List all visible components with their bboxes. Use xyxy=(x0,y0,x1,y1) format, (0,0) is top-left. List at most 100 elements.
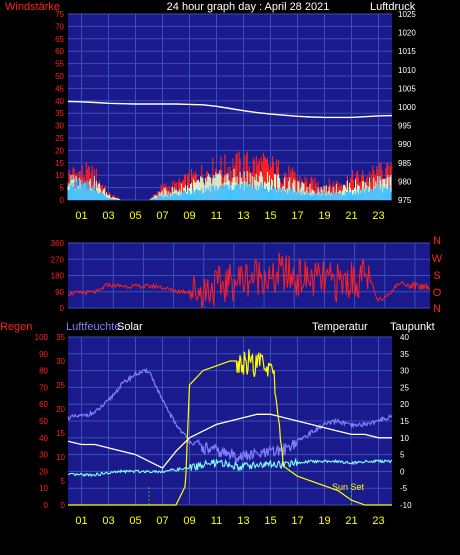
p3-xtick-21: 21 xyxy=(345,515,357,527)
p2-compass-4: N xyxy=(433,303,441,315)
p3-temp-tick-30: 30 xyxy=(400,367,409,376)
p3-rain-tick-30: 30 xyxy=(39,451,48,460)
p2-compass-2: S xyxy=(433,270,440,282)
p1-xtick-17: 17 xyxy=(291,210,303,222)
p1-xtick-21: 21 xyxy=(345,210,357,222)
p3-temp-tick--5: -5 xyxy=(400,484,408,493)
p1-ytick-right-1000: 1000 xyxy=(398,103,416,112)
p3-xtick-11: 11 xyxy=(211,515,222,527)
p1-ytick-right-995: 995 xyxy=(398,122,412,131)
p1-xtick-05: 05 xyxy=(129,210,141,222)
temp-humidity-solar-chart: 010203040506070809010005101520253035-10-… xyxy=(35,333,412,527)
p1-ytick-right-1010: 1010 xyxy=(398,66,416,75)
p2-ytick-270: 270 xyxy=(51,255,65,264)
p1-ytick-left-40: 40 xyxy=(55,97,64,106)
p1-ytick-left-75: 75 xyxy=(55,10,64,19)
p1-ytick-right-975: 975 xyxy=(398,196,412,205)
p1-xtick-09: 09 xyxy=(183,210,195,222)
p3-temperature-line xyxy=(67,413,392,469)
luftdruck-label: Luftdruck xyxy=(370,1,416,13)
p3-hum-tick-25: 25 xyxy=(56,381,65,390)
p1-ytick-left-5: 5 xyxy=(60,184,65,193)
p3-xtick-09: 09 xyxy=(183,515,195,527)
p3-rain-tick-100: 100 xyxy=(35,333,49,342)
p2-ytick-180: 180 xyxy=(51,272,65,281)
p1-ytick-left-60: 60 xyxy=(55,47,64,56)
p3-rain-tick-40: 40 xyxy=(39,434,48,443)
p3-hum-tick-30: 30 xyxy=(56,357,65,366)
p1-ytick-left-45: 45 xyxy=(55,84,64,93)
p3-temp-tick-35: 35 xyxy=(400,350,409,359)
graph-title: 24 hour graph day : April 28 2021 xyxy=(167,1,330,13)
p2-direction-line xyxy=(67,252,431,309)
p2-ytick-90: 90 xyxy=(55,288,64,297)
p1-ytick-right-1015: 1015 xyxy=(398,47,416,56)
p3-rain-tick-90: 90 xyxy=(39,350,48,359)
p3-temp-tick--10: -10 xyxy=(400,501,412,510)
p3-temp-tick-25: 25 xyxy=(400,383,409,392)
p2-compass-1: W xyxy=(432,253,443,265)
taupunkt-label: Taupunkt xyxy=(390,321,435,333)
p3-rain-tick-60: 60 xyxy=(39,400,48,409)
p1-ytick-left-10: 10 xyxy=(55,171,64,180)
p3-temp-tick-15: 15 xyxy=(400,417,409,426)
p1-ytick-right-1025: 1025 xyxy=(398,10,416,19)
temperatur-label: Temperatur xyxy=(312,321,368,333)
windstaerke-label: Windstärke xyxy=(5,1,60,13)
p3-rain-tick-0: 0 xyxy=(44,501,49,510)
p1-pressure-line xyxy=(67,100,393,119)
p1-ytick-right-985: 985 xyxy=(398,159,412,168)
p3-rain-tick-80: 80 xyxy=(39,367,48,376)
p1-xtick-11: 11 xyxy=(211,210,222,222)
solar-label: Solar xyxy=(117,321,143,333)
p3-rain-tick-70: 70 xyxy=(39,383,48,392)
p1-xtick-13: 13 xyxy=(237,210,249,222)
p2-ytick-360: 360 xyxy=(51,239,65,248)
p3-hum-tick-5: 5 xyxy=(61,477,66,486)
p1-ytick-left-20: 20 xyxy=(55,146,64,155)
luftfeuchte-label: Luftfeuchte xyxy=(66,321,120,333)
p3-hum-tick-10: 10 xyxy=(56,453,65,462)
p1-ytick-left-70: 70 xyxy=(55,22,64,31)
p1-ytick-left-15: 15 xyxy=(55,159,64,168)
p3-xtick-17: 17 xyxy=(291,515,303,527)
p3-xtick-03: 03 xyxy=(102,515,114,527)
p1-xtick-01: 01 xyxy=(75,210,87,222)
p1-ytick-left-25: 25 xyxy=(55,134,64,143)
p1-ytick-right-1020: 1020 xyxy=(398,29,416,38)
p3-humidity-line xyxy=(67,367,393,463)
p3-hum-tick-20: 20 xyxy=(56,405,65,414)
p2-compass-0: N xyxy=(433,235,441,247)
p3-xtick-01: 01 xyxy=(75,515,87,527)
p3-solar-line xyxy=(68,349,392,506)
p3-rain-tick-50: 50 xyxy=(39,417,48,426)
p3-xtick-19: 19 xyxy=(318,515,330,527)
p2-compass-3: O xyxy=(433,287,442,299)
p3-rain-tick-20: 20 xyxy=(39,467,48,476)
p1-xtick-23: 23 xyxy=(372,210,384,222)
p3-xtick-13: 13 xyxy=(237,515,249,527)
p1-xtick-15: 15 xyxy=(264,210,276,222)
p1-ytick-right-1005: 1005 xyxy=(398,84,416,93)
p3-xtick-23: 23 xyxy=(372,515,384,527)
p3-hum-tick-35: 35 xyxy=(56,333,65,342)
p3-rain-tick-10: 10 xyxy=(39,484,48,493)
p3-xtick-07: 07 xyxy=(156,515,168,527)
p3-temp-tick-10: 10 xyxy=(400,434,409,443)
p1-ytick-left-30: 30 xyxy=(55,122,64,131)
p3-xtick-05: 05 xyxy=(129,515,141,527)
p3-temp-tick-0: 0 xyxy=(400,467,405,476)
p1-ytick-left-55: 55 xyxy=(55,60,64,69)
sun-set-label: Sun Set xyxy=(332,482,365,492)
p3-dewpoint-line xyxy=(67,457,393,478)
wind-pressure-chart: 0510152025303540455055606570759759809859… xyxy=(55,10,416,222)
p2-ytick-0: 0 xyxy=(60,304,65,313)
p1-xtick-19: 19 xyxy=(318,210,330,222)
p1-ytick-right-990: 990 xyxy=(398,140,412,149)
p3-hum-tick-15: 15 xyxy=(56,429,65,438)
p1-ytick-left-65: 65 xyxy=(55,35,64,44)
p1-xtick-03: 03 xyxy=(102,210,114,222)
p1-xtick-07: 07 xyxy=(156,210,168,222)
